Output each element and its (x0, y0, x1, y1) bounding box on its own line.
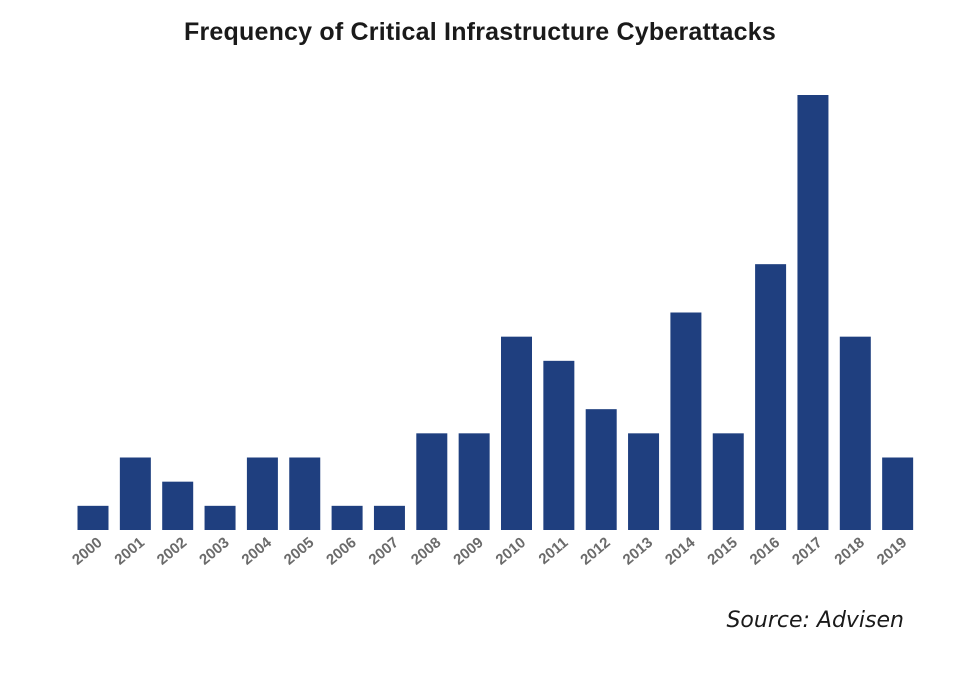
x-tick-label-2006: 2006 (323, 534, 359, 568)
x-tick-label-2014: 2014 (662, 534, 699, 569)
x-tick-label-2010: 2010 (493, 534, 529, 568)
bar-2014 (670, 312, 702, 530)
bar-2001 (119, 457, 151, 530)
bar-2017 (797, 95, 829, 530)
bar-2018 (839, 336, 871, 530)
x-tick-label-2013: 2013 (620, 534, 656, 568)
bar-2007 (373, 505, 405, 530)
x-tick-label-2017: 2017 (789, 534, 825, 568)
bar-2004 (246, 457, 278, 530)
bar-2010 (501, 336, 532, 530)
bar-2016 (755, 264, 787, 530)
x-tick-label-2018: 2018 (831, 534, 867, 568)
x-tick-label-2002: 2002 (154, 534, 190, 568)
x-tick-label-2019: 2019 (874, 534, 910, 568)
x-tick-label-2007: 2007 (366, 534, 402, 568)
bar-2015 (712, 433, 744, 530)
x-tick-label-2009: 2009 (450, 534, 486, 568)
bar-2013 (628, 433, 660, 530)
source-note: Source: Advisen (726, 608, 904, 633)
bar-2012 (585, 409, 617, 530)
x-tick-label-2012: 2012 (577, 534, 613, 568)
chart-title: Frequency of Critical Infrastructure Cyb… (184, 18, 776, 46)
x-tick-label-2003: 2003 (196, 534, 232, 568)
bars-group (77, 95, 914, 530)
bar-2005 (289, 457, 321, 530)
x-tick-label-2005: 2005 (281, 534, 317, 568)
x-tick-label-2015: 2015 (704, 534, 740, 568)
bar-2000 (77, 505, 109, 530)
bar-2019 (882, 457, 914, 530)
x-tick-label-2001: 2001 (111, 534, 147, 568)
x-tick-label-2008: 2008 (408, 534, 444, 568)
bar-2002 (162, 481, 194, 530)
bar-2003 (204, 505, 236, 530)
bar-2006 (331, 505, 363, 530)
bar-2009 (458, 433, 490, 530)
x-tick-labels: 2000 2001 2002 2003 2004 2005 2006 2007 2008 2009… (69, 534, 910, 569)
x-tick-label-2016: 2016 (747, 534, 783, 568)
x-tick-label-2004: 2004 (238, 534, 275, 569)
x-tick-label-2000: 2000 (69, 534, 105, 568)
bar-2008 (416, 433, 448, 530)
x-tick-label-2011: 2011 (536, 534, 572, 568)
bar-2011 (543, 360, 575, 530)
